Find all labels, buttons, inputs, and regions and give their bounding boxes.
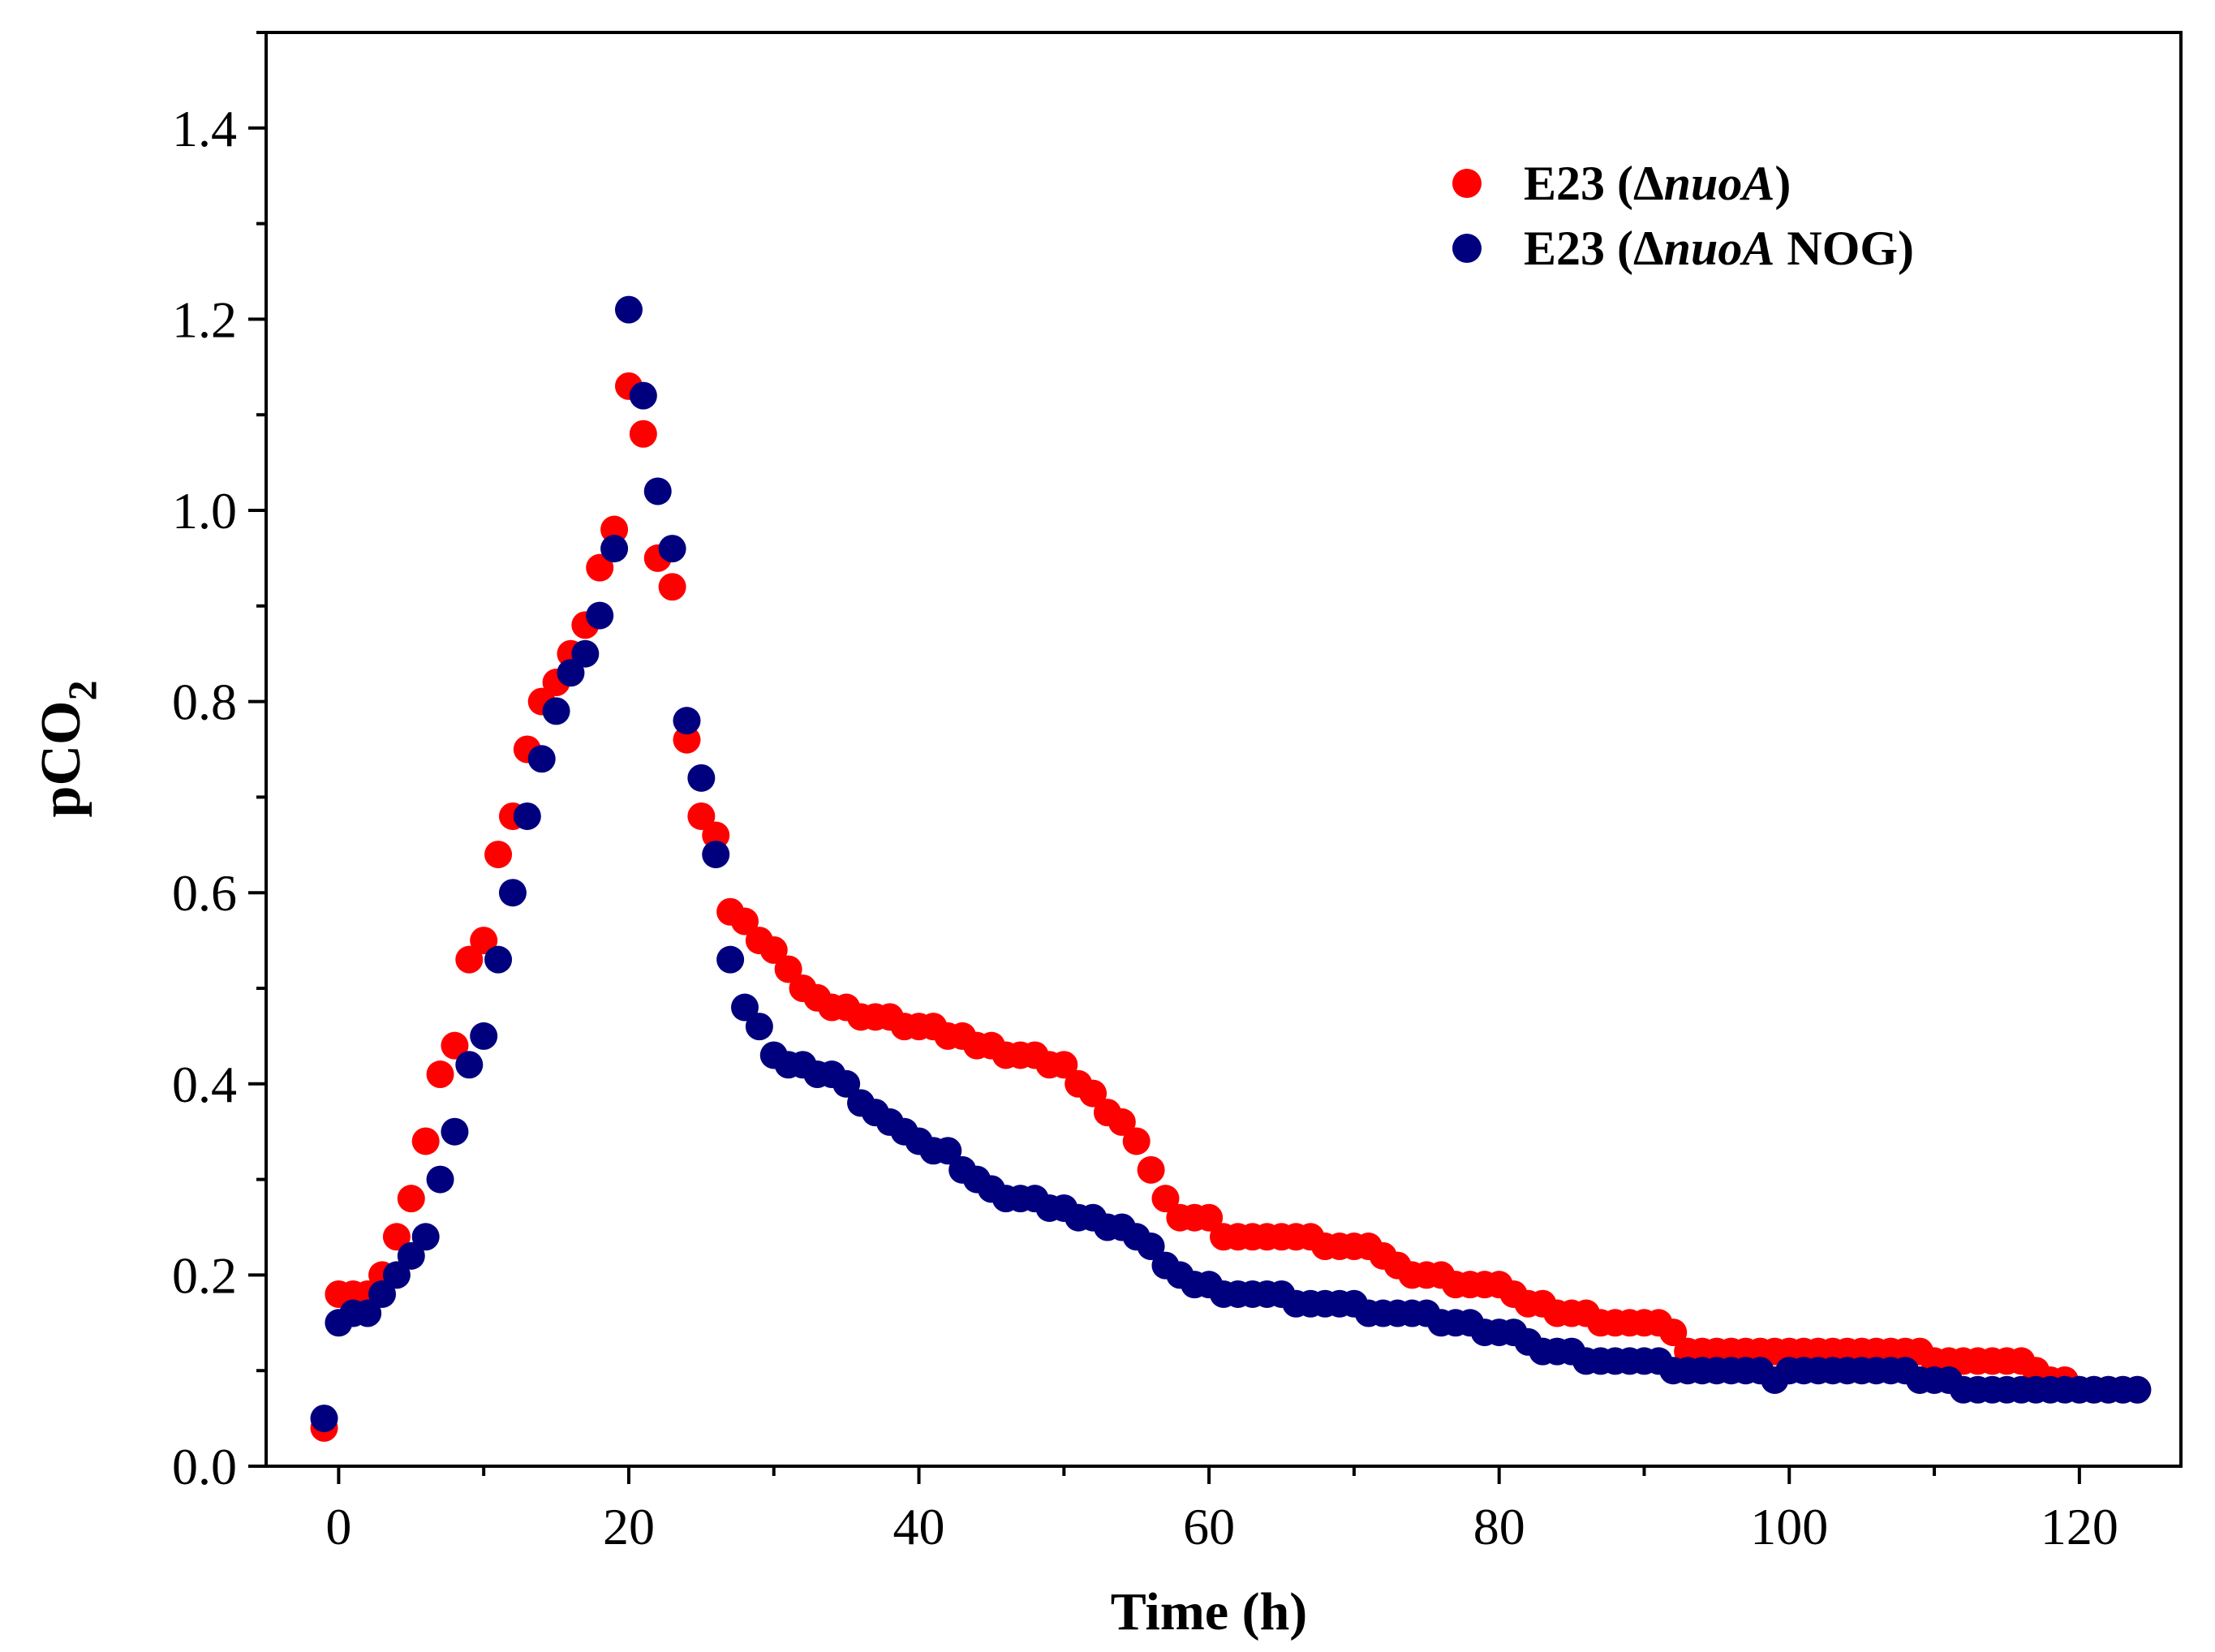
y-axis-title: pCO2 [30, 681, 105, 818]
y-tick-label: 1.0 [172, 482, 237, 540]
x-tick-label: 20 [603, 1498, 655, 1555]
data-point [484, 945, 513, 974]
data-point [397, 1185, 425, 1213]
x-tick-label: 60 [1183, 1498, 1235, 1555]
data-point [614, 295, 643, 324]
data-point [1151, 1185, 1180, 1213]
data-point [832, 1069, 861, 1098]
y-tick-label: 0.4 [172, 1056, 237, 1113]
legend-label: E23 (ΔnuoA NOG) [1524, 222, 1914, 275]
data-point [1137, 1233, 1165, 1261]
x-tick-label: 120 [2041, 1498, 2118, 1555]
data-point [1122, 1127, 1151, 1155]
data-point [629, 419, 657, 448]
data-point [731, 993, 759, 1022]
data-point [2123, 1375, 2152, 1404]
data-point [1137, 1155, 1165, 1184]
data-point [658, 573, 686, 601]
x-tick-label: 0 [325, 1498, 351, 1555]
data-point [759, 936, 788, 964]
x-tick-label: 40 [893, 1498, 945, 1555]
data-point [354, 1299, 382, 1327]
x-axis-title: Time (h) [1111, 1582, 1308, 1641]
y-tick-label: 1.2 [172, 290, 237, 348]
data-point [441, 1031, 469, 1060]
data-point [934, 1137, 962, 1165]
data-point [411, 1127, 440, 1155]
plot-frame [265, 31, 2183, 1468]
data-point [600, 535, 629, 563]
data-point [455, 1051, 484, 1079]
data-points [310, 295, 2152, 1442]
data-point [702, 841, 730, 869]
data-point [600, 515, 629, 544]
data-point [774, 955, 802, 983]
data-point [498, 879, 527, 907]
data-point [382, 1223, 411, 1251]
y-tick-label: 0.8 [172, 673, 237, 731]
y-tick-label: 0.6 [172, 864, 237, 922]
x-tick-label: 80 [1473, 1498, 1525, 1555]
data-point [586, 601, 614, 630]
data-point [310, 1405, 338, 1433]
x-tick-label: 100 [1750, 1498, 1828, 1555]
data-point [542, 697, 570, 725]
y-tick-label: 0.2 [172, 1246, 237, 1304]
data-point [1108, 1108, 1136, 1136]
data-point [455, 945, 484, 974]
data-point [716, 945, 745, 974]
data-point [397, 1241, 425, 1270]
data-point [571, 639, 600, 668]
y-axis-title-main: pCO [30, 701, 92, 818]
data-point [470, 927, 498, 955]
legend: E23 (ΔnuoA) E23 (ΔnuoA NOG) [1452, 157, 1914, 275]
data-point [557, 659, 585, 687]
axis-ticks: 0.0 0.2 0.4 0.6 0.8 1.0 1.2 1.4 0 20 40 60 80 100 120 [172, 31, 2118, 1555]
data-point [1050, 1051, 1078, 1079]
data-point [702, 821, 730, 850]
data-point [673, 725, 701, 754]
data-point [368, 1280, 397, 1308]
data-point [629, 381, 657, 410]
data-point [382, 1261, 411, 1289]
data-point [673, 707, 701, 735]
data-point [411, 1223, 440, 1251]
legend-marker [1452, 234, 1482, 263]
data-point [441, 1117, 469, 1146]
series-2 [310, 295, 2152, 1433]
data-point [745, 1013, 773, 1041]
data-point [513, 802, 541, 830]
data-point [527, 745, 556, 773]
data-point [470, 1022, 498, 1050]
data-point [586, 553, 614, 582]
data-point [687, 764, 716, 792]
data-point [426, 1165, 454, 1194]
data-point [426, 1060, 454, 1089]
data-point [658, 535, 686, 563]
series-1 [310, 372, 2152, 1442]
y-axis-title-subscript: 2 [59, 681, 105, 701]
y-tick-label: 1.4 [172, 100, 237, 157]
data-point [731, 907, 759, 936]
legend-marker [1452, 169, 1482, 198]
data-point [1659, 1319, 1688, 1347]
data-point [687, 802, 716, 830]
data-point [643, 477, 672, 505]
data-point [1195, 1203, 1224, 1232]
data-point [1079, 1079, 1108, 1108]
legend-label: E23 (ΔnuoA) [1524, 157, 1791, 210]
data-point [484, 841, 513, 869]
y-tick-label: 0.0 [172, 1438, 237, 1495]
